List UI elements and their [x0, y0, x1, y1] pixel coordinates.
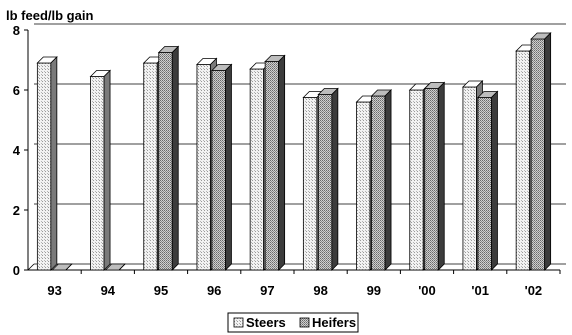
- x-tick-label: 96: [207, 283, 221, 298]
- x-tick-label: 93: [47, 283, 61, 298]
- legend: Steers Heifers: [227, 312, 359, 333]
- x-tick-label: 97: [260, 283, 274, 298]
- bar-heifers: [210, 63, 233, 271]
- y-axis-title: lb feed/lb gain: [6, 8, 93, 23]
- x-tick-label: '02: [525, 283, 543, 298]
- y-tick-label: 8: [13, 23, 20, 38]
- bar-heifers: [104, 263, 127, 271]
- y-tick-label: 4: [13, 143, 21, 158]
- legend-label-heifers: Heifers: [312, 315, 356, 330]
- x-tick-label: 95: [154, 283, 168, 298]
- bar-heifers: [317, 87, 339, 271]
- bar-heifers: [157, 45, 180, 271]
- legend-swatch-heifers: [299, 317, 310, 328]
- tick-labels: 0 2 4 6 8 93 94 95 96 97 98 99 '00 '01 '02: [13, 23, 561, 298]
- x-tick-label: '00: [418, 283, 436, 298]
- bar-heifers: [51, 263, 73, 271]
- bar-heifers: [370, 89, 393, 271]
- y-tick-label: 6: [13, 83, 20, 98]
- bar-steers: [36, 56, 58, 271]
- bar-heifers: [530, 32, 552, 271]
- y-tick-label: 2: [13, 203, 20, 218]
- legend-swatch-steers: [233, 317, 244, 328]
- bar-heifers: [423, 81, 446, 271]
- floor-side-line: [27, 263, 35, 271]
- x-tick-label: 99: [367, 283, 381, 298]
- x-tick-label: 94: [101, 283, 116, 298]
- bar-steers: [89, 69, 112, 271]
- x-tick-label: 98: [313, 283, 327, 298]
- x-tick-label: '01: [471, 283, 489, 298]
- legend-label-steers: Steers: [246, 315, 286, 330]
- bars: [36, 32, 552, 271]
- bar-heifers: [264, 54, 286, 271]
- bar-heifers: [476, 90, 499, 271]
- y-tick-label: 0: [13, 263, 20, 278]
- legend-box: [227, 312, 359, 333]
